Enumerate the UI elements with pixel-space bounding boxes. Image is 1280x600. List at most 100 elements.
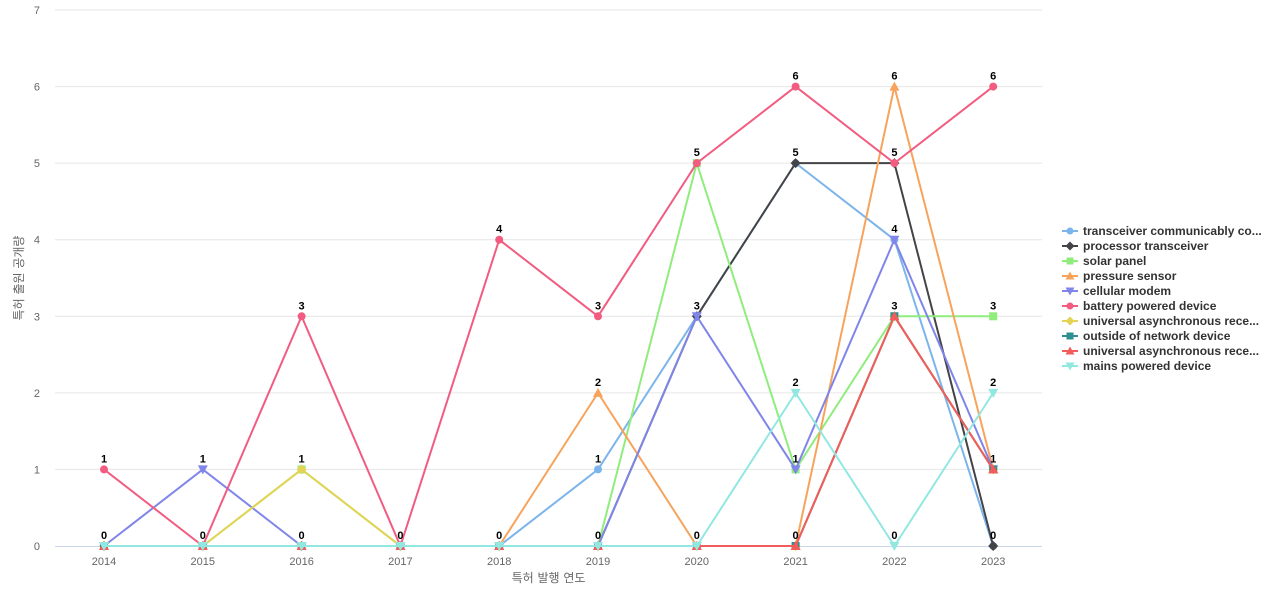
data-label: 1 [200,453,206,465]
legend-item[interactable]: cellular modem [1062,284,1171,298]
data-label: 0 [595,530,601,542]
data-point [100,465,108,474]
legend-item[interactable]: battery powered device [1062,299,1217,313]
data-point [889,311,900,321]
data-label: 3 [595,300,601,312]
data-point [989,82,998,91]
series-line [104,315,995,547]
data-point [890,159,899,168]
data-point [197,542,208,551]
data-label: 0 [694,530,700,542]
data-point [889,81,900,91]
x-tick-label: 2016 [289,556,313,568]
data-label: 3 [694,300,700,312]
data-point [494,542,505,551]
data-point [593,542,603,551]
data-point [297,312,306,321]
y-tick-label: 4 [34,235,40,247]
legend-marker [1065,316,1075,326]
y-axis-title: 특허 출원 공개량 [12,236,26,321]
data-label: 5 [891,147,897,159]
y-tick-label: 7 [34,5,40,17]
data-point [296,542,307,551]
data-label: 4 [496,224,503,236]
data-point [790,388,801,398]
data-point [594,465,602,474]
legend-marker [1066,332,1074,340]
data-label: 1 [299,453,305,465]
x-tick-label: 2018 [487,556,511,568]
data-point [790,158,801,169]
legend-marker [1065,271,1075,280]
data-point [988,541,999,551]
series-6 [99,311,999,551]
data-label: 0 [990,530,996,542]
legend-label: solar panel [1083,254,1146,268]
x-tick-label: 2022 [882,556,906,568]
y-tick-label: 0 [34,541,40,553]
legend-label: mains powered device [1083,359,1211,373]
data-label: 2 [793,377,799,389]
legend-label: cellular modem [1083,284,1171,298]
series-group [99,81,999,551]
data-label: 3 [990,300,996,312]
x-tick-label: 2019 [586,556,610,568]
legend-marker [1065,287,1075,296]
legend-item[interactable]: mains powered device [1062,359,1211,373]
x-tick-label: 2015 [191,556,215,568]
x-tick-label: 2021 [783,556,807,568]
series-line [103,85,994,547]
legend-item[interactable]: solar panel [1062,254,1146,268]
data-label: 1 [990,453,996,465]
data-label: 0 [891,530,897,542]
data-point [593,387,603,397]
grid-lines [55,9,1042,470]
legend-marker [1066,257,1074,265]
data-label: 2 [990,377,996,389]
series-8 [99,311,999,550]
data-point [791,82,800,91]
data-label: 6 [891,71,897,83]
data-labels: 1 0 1 0 3 1 0 0 4 0 3 2 1 0 5 3 0 6 5 2 1 0 6 5 4 3 0 6 3 2 1 0 [101,71,996,542]
x-tick-label: 2014 [92,556,116,568]
legend-label: universal asynchronous rece... [1083,314,1259,328]
data-label: 3 [299,300,305,312]
data-point [99,542,109,551]
series-line [104,315,995,547]
x-axis-ticks: 2014 2015 2016 2017 2018 2019 2020 2021 2022 2023 [92,556,1006,568]
legend-item[interactable]: pressure sensor [1062,269,1177,283]
y-tick-label: 3 [34,311,40,323]
data-point [691,312,702,322]
legend-item[interactable]: transceiver communicably co... [1062,224,1262,238]
data-label: 0 [101,530,107,542]
legend-label: outside of network device [1083,329,1231,343]
data-point [296,464,307,475]
series-0 [100,159,998,550]
data-point [889,235,900,245]
data-label: 1 [595,453,601,465]
data-label: 0 [299,530,305,542]
legend: transceiver communicably co...processor … [1062,224,1262,373]
data-point [988,388,999,398]
data-label: 2 [595,377,601,389]
y-axis-ticks: 0 1 2 3 4 5 6 7 [34,5,40,553]
legend-item[interactable]: universal asynchronous rece... [1062,314,1259,328]
x-tick-label: 2020 [685,556,709,568]
series-line [104,162,994,547]
legend-label: universal asynchronous rece... [1083,344,1259,358]
data-point [692,159,701,168]
data-label: 0 [397,530,403,542]
data-label: 1 [793,453,799,465]
series-line [104,315,995,547]
legend-item[interactable]: outside of network device [1062,329,1231,343]
series-7 [100,312,998,550]
y-tick-label: 1 [34,464,40,476]
data-point [594,312,602,321]
legend-marker [1066,227,1074,235]
legend-item[interactable]: universal asynchronous rece... [1062,344,1259,358]
legend-item[interactable]: processor transceiver [1062,239,1209,253]
data-label: 5 [694,147,700,159]
legend-label: processor transceiver [1083,239,1209,253]
y-tick-label: 6 [34,82,40,94]
